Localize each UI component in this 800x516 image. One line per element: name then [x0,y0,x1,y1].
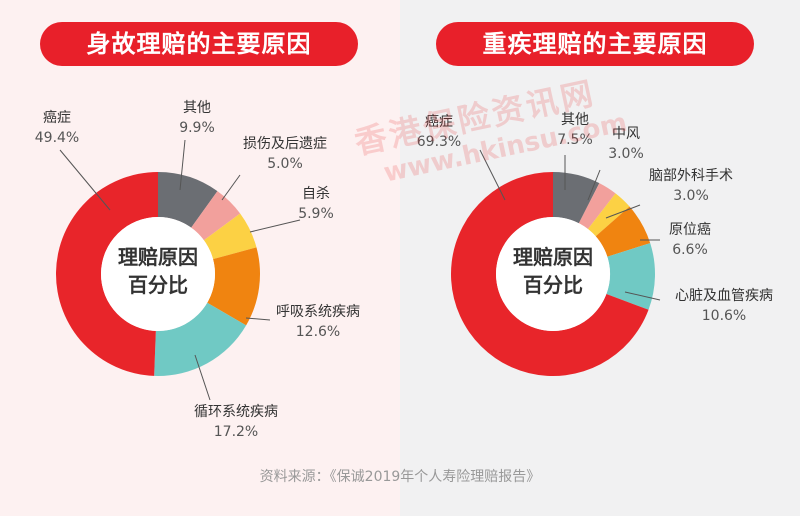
slice-value: 10.6% [701,308,747,324]
slice-原位癌 [595,206,651,257]
chart-title-critical-illness: 重疾理赔的主要原因 [436,22,754,66]
donut-hole [101,217,215,331]
slice-label-circulatory: 循环系统疾病 17.2% [178,402,294,442]
leader-lines [59,139,661,401]
leader-line [194,354,211,401]
center-label-line2: 百分比 [128,273,188,297]
slice-label-carcinoma-in-situ: 原位癌 6.6% [655,220,725,260]
slice-value: 9.9% [179,120,215,136]
slice-name: 呼吸系统疾病 [276,304,360,320]
leader-line [624,291,661,301]
slice-name: 其他 [561,112,589,128]
leader-line [249,219,301,233]
slice-label-cancer: 癌症 49.4% [22,108,92,148]
slice-循环系统疾病 [154,302,247,376]
slice-value: 12.6% [295,324,341,340]
slice-label-cancer: 癌症 69.3% [404,112,474,152]
leader-line [479,149,506,201]
leader-line [605,204,641,219]
slice-心脏及血管疾病 [606,243,655,310]
slice-name: 脑部外科手术 [649,168,733,184]
slice-name: 癌症 [425,114,453,130]
slice-label-stroke: 中风 3.0% [596,124,656,164]
slice-label-other: 其他 9.9% [162,98,232,138]
slice-其他 [158,172,218,228]
slice-value: 69.3% [416,134,462,150]
slice-自杀 [203,213,257,260]
slice-value: 6.6% [672,242,708,258]
slice-脑部外科手术 [587,193,630,237]
chart-title-death: 身故理赔的主要原因 [40,22,358,66]
leader-line [245,317,271,321]
leader-line [59,149,111,211]
center-label-line1: 理赔原因 [118,245,198,269]
source-note: 资料来源：《保诚2019年个人寿险理赔报告》 [259,469,541,485]
slice-value: 17.2% [213,424,259,440]
slice-value: 5.0% [267,156,303,172]
slice-value: 49.4% [34,130,80,146]
slice-name: 损伤及后遗症 [243,136,327,152]
leader-line [179,139,186,191]
donut-chart-death [55,172,260,376]
slice-呼吸系统疾病 [207,247,260,326]
slice-癌症 [451,172,649,377]
slice-癌症 [55,172,158,376]
center-label-death: 理赔原因 百分比 [108,243,208,299]
slice-name: 自杀 [302,186,330,202]
donut-chart-critical-illness [451,172,655,377]
center-label-line1: 理赔原因 [513,245,593,269]
leader-line [221,174,241,201]
slice-损伤及后遗症 [191,191,241,241]
slice-label-cardiovascular: 心脏及血管疾病 10.6% [654,286,794,326]
slice-中风 [578,183,616,229]
slice-name: 其他 [183,100,211,116]
slice-label-respiratory: 呼吸系统疾病 12.6% [260,302,376,342]
slice-value: 3.0% [673,188,709,204]
slice-name: 癌症 [43,110,71,126]
slice-value: 3.0% [608,146,644,162]
donut-hole [496,217,610,331]
slice-name: 心脏及血管疾病 [675,288,773,304]
slice-label-other: 其他 7.5% [540,110,610,150]
slice-name: 原位癌 [669,222,711,238]
slice-value: 5.9% [298,206,334,222]
center-label-critical: 理赔原因 百分比 [503,243,603,299]
slice-name: 中风 [612,126,640,142]
slice-name: 循环系统疾病 [194,404,278,420]
slice-label-brain-surgery: 脑部外科手术 3.0% [626,166,756,206]
center-label-line2: 百分比 [523,273,583,297]
slice-label-injury: 损伤及后遗症 5.0% [225,134,345,174]
slice-label-suicide: 自杀 5.9% [286,184,346,224]
slice-value: 7.5% [557,132,593,148]
leader-line [587,169,601,201]
